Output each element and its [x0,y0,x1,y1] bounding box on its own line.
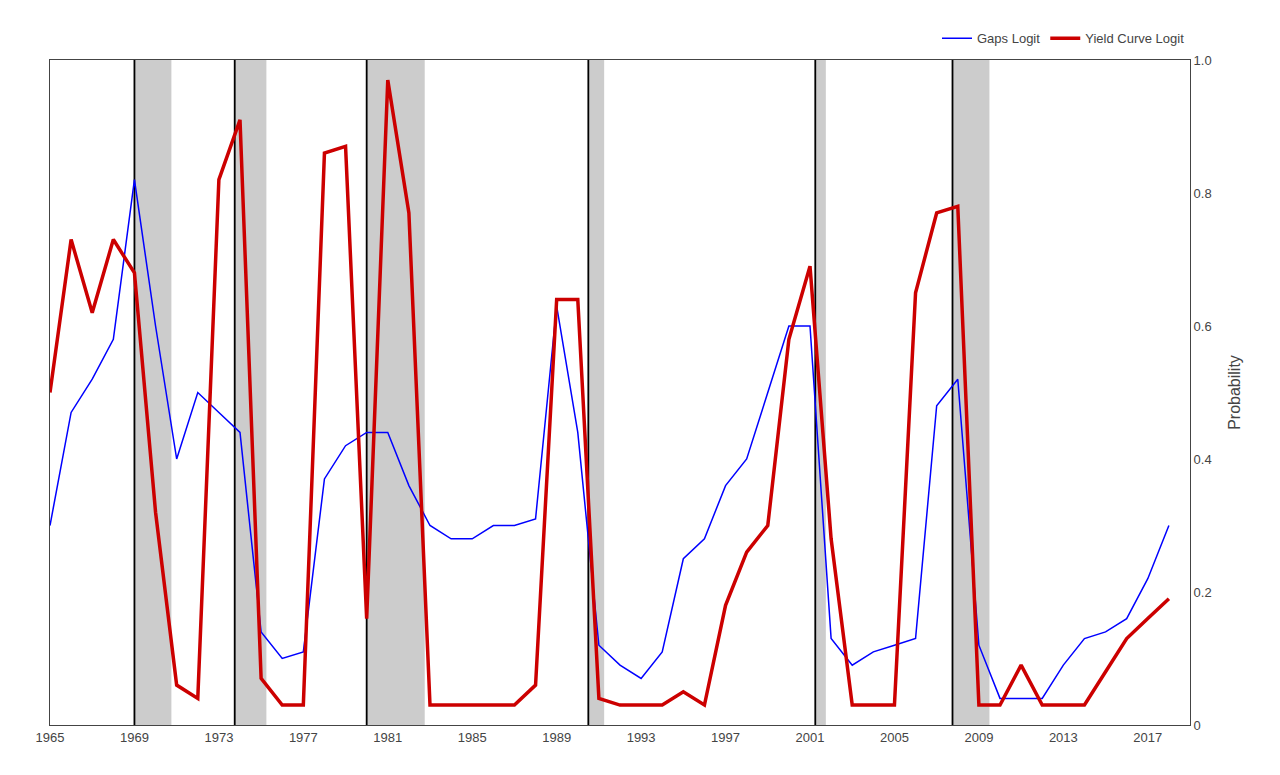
svg-text:0.6: 0.6 [1194,319,1212,334]
svg-text:0.8: 0.8 [1194,186,1212,201]
svg-text:2009: 2009 [964,730,993,745]
svg-text:2005: 2005 [880,730,909,745]
svg-text:1981: 1981 [373,730,402,745]
svg-text:1.0: 1.0 [1194,53,1212,68]
svg-text:0.4: 0.4 [1194,452,1212,467]
svg-text:1965: 1965 [36,730,65,745]
svg-text:2013: 2013 [1049,730,1078,745]
svg-text:1969: 1969 [120,730,149,745]
svg-text:0: 0 [1194,718,1201,733]
svg-text:Gaps Logit: Gaps Logit [977,31,1040,46]
svg-text:2001: 2001 [796,730,825,745]
svg-text:2017: 2017 [1133,730,1162,745]
svg-text:1973: 1973 [204,730,233,745]
svg-text:1985: 1985 [458,730,487,745]
svg-text:1989: 1989 [542,730,571,745]
svg-text:1977: 1977 [289,730,318,745]
svg-text:1997: 1997 [711,730,740,745]
svg-text:Yield Curve Logit: Yield Curve Logit [1085,31,1184,46]
svg-text:1993: 1993 [627,730,656,745]
svg-text:Probability: Probability [1226,355,1243,430]
svg-text:0.2: 0.2 [1194,585,1212,600]
